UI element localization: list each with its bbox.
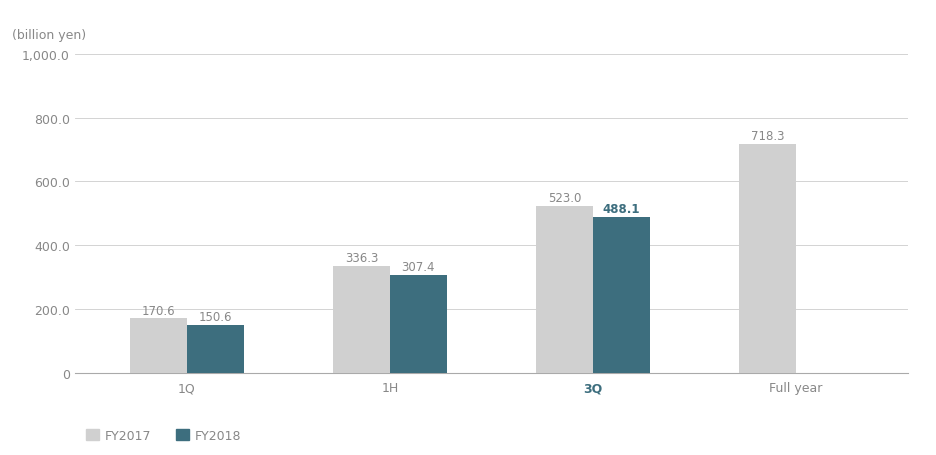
- Bar: [739, 144, 797, 373]
- Text: (billion yen): (billion yen): [12, 29, 86, 42]
- Text: 488.1: 488.1: [603, 203, 640, 216]
- Text: 523.0: 523.0: [548, 192, 581, 205]
- Text: 150.6: 150.6: [198, 310, 232, 323]
- Text: 718.3: 718.3: [751, 129, 784, 142]
- Text: 170.6: 170.6: [141, 304, 175, 317]
- Bar: [389, 275, 446, 373]
- Bar: [130, 319, 186, 373]
- Text: 307.4: 307.4: [402, 260, 435, 273]
- Bar: [536, 207, 593, 373]
- Bar: [593, 217, 650, 373]
- Bar: [333, 266, 389, 373]
- Legend: FY2017, FY2018: FY2017, FY2018: [81, 424, 246, 447]
- Bar: [186, 325, 243, 373]
- Text: 336.3: 336.3: [344, 251, 378, 264]
